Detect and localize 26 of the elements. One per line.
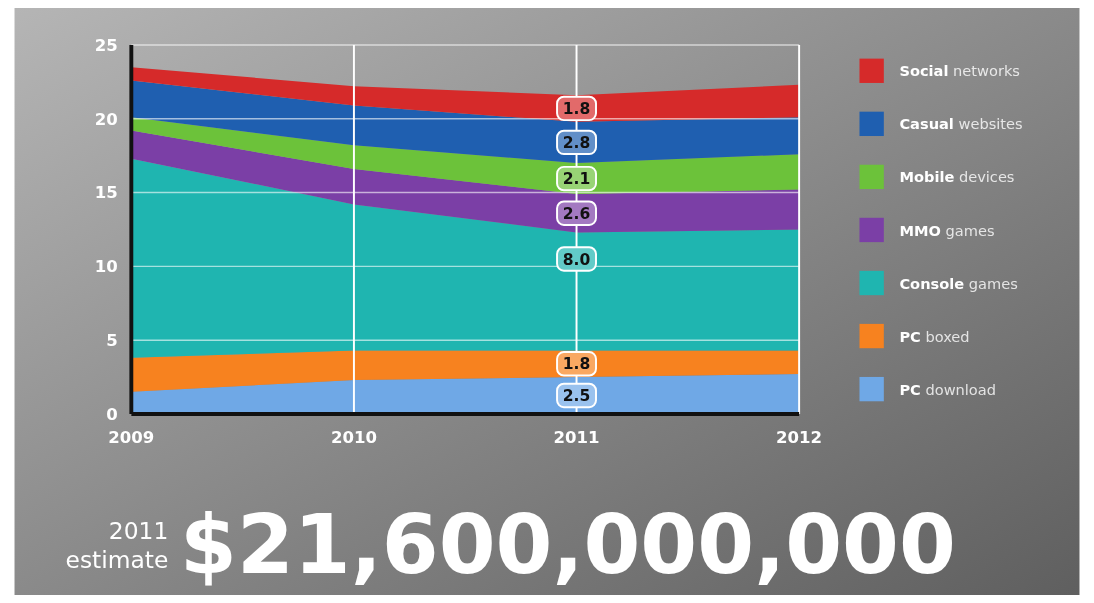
data-label: 1.8: [562, 355, 591, 374]
legend-label: Mobile devices: [899, 168, 1015, 186]
legend-label: Casual websites: [899, 115, 1023, 133]
data-label: 2.6: [562, 204, 591, 223]
text: $21,600,000,000: [180, 496, 956, 592]
y-tick-label: 20: [94, 109, 118, 129]
x-tick-label: 2012: [776, 428, 823, 448]
legend-label: Console games: [899, 274, 1018, 292]
data-label: 2.5: [562, 387, 591, 406]
text: 2011 estimate: [65, 516, 169, 574]
y-tick-label: 5: [106, 330, 118, 350]
y-tick-label: 25: [94, 35, 118, 55]
legend-label: MMO games: [899, 221, 995, 239]
legend-label: PC download: [899, 380, 997, 398]
y-tick-label: 10: [94, 257, 118, 277]
legend-label: PC boxed: [899, 327, 970, 345]
x-tick-label: 2011: [553, 428, 600, 448]
data-label: 1.8: [562, 100, 591, 119]
y-tick-label: 15: [94, 183, 118, 203]
x-tick-label: 2010: [330, 428, 377, 448]
legend-label: Social networks: [899, 62, 1020, 80]
data-label: 2.8: [562, 134, 591, 152]
data-label: 8.0: [562, 250, 591, 269]
data-label: 2.1: [562, 170, 591, 189]
x-tick-label: 2009: [108, 428, 155, 448]
y-tick-label: 0: [106, 404, 118, 424]
